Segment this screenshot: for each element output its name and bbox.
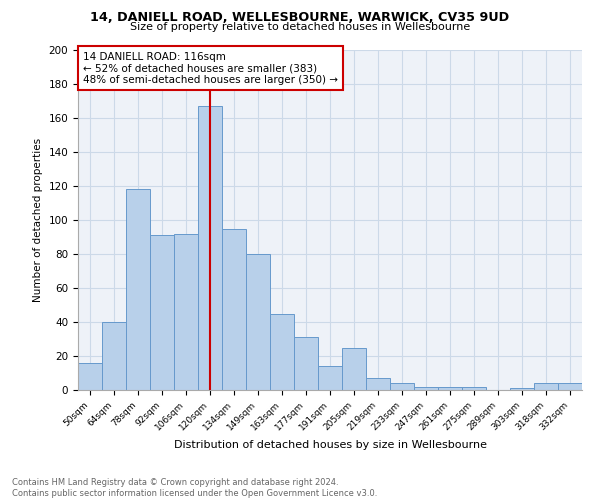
Bar	[558, 383, 582, 390]
Bar	[150, 236, 174, 390]
Bar	[342, 348, 366, 390]
Bar	[510, 388, 534, 390]
Bar	[174, 234, 198, 390]
Bar	[534, 383, 558, 390]
Bar	[102, 322, 126, 390]
Text: Size of property relative to detached houses in Wellesbourne: Size of property relative to detached ho…	[130, 22, 470, 32]
Bar	[126, 190, 150, 390]
Bar	[246, 254, 270, 390]
Text: 14, DANIELL ROAD, WELLESBOURNE, WARWICK, CV35 9UD: 14, DANIELL ROAD, WELLESBOURNE, WARWICK,…	[91, 11, 509, 24]
X-axis label: Distribution of detached houses by size in Wellesbourne: Distribution of detached houses by size …	[173, 440, 487, 450]
Bar	[390, 383, 414, 390]
Bar	[462, 386, 486, 390]
Text: 14 DANIELL ROAD: 116sqm
← 52% of detached houses are smaller (383)
48% of semi-d: 14 DANIELL ROAD: 116sqm ← 52% of detache…	[83, 52, 338, 85]
Bar	[294, 338, 318, 390]
Text: Contains HM Land Registry data © Crown copyright and database right 2024.
Contai: Contains HM Land Registry data © Crown c…	[12, 478, 377, 498]
Bar	[78, 363, 102, 390]
Bar	[438, 386, 462, 390]
Y-axis label: Number of detached properties: Number of detached properties	[33, 138, 43, 302]
Bar	[198, 106, 222, 390]
Bar	[270, 314, 294, 390]
Bar	[366, 378, 390, 390]
Bar	[318, 366, 342, 390]
Bar	[414, 386, 438, 390]
Bar	[222, 228, 246, 390]
